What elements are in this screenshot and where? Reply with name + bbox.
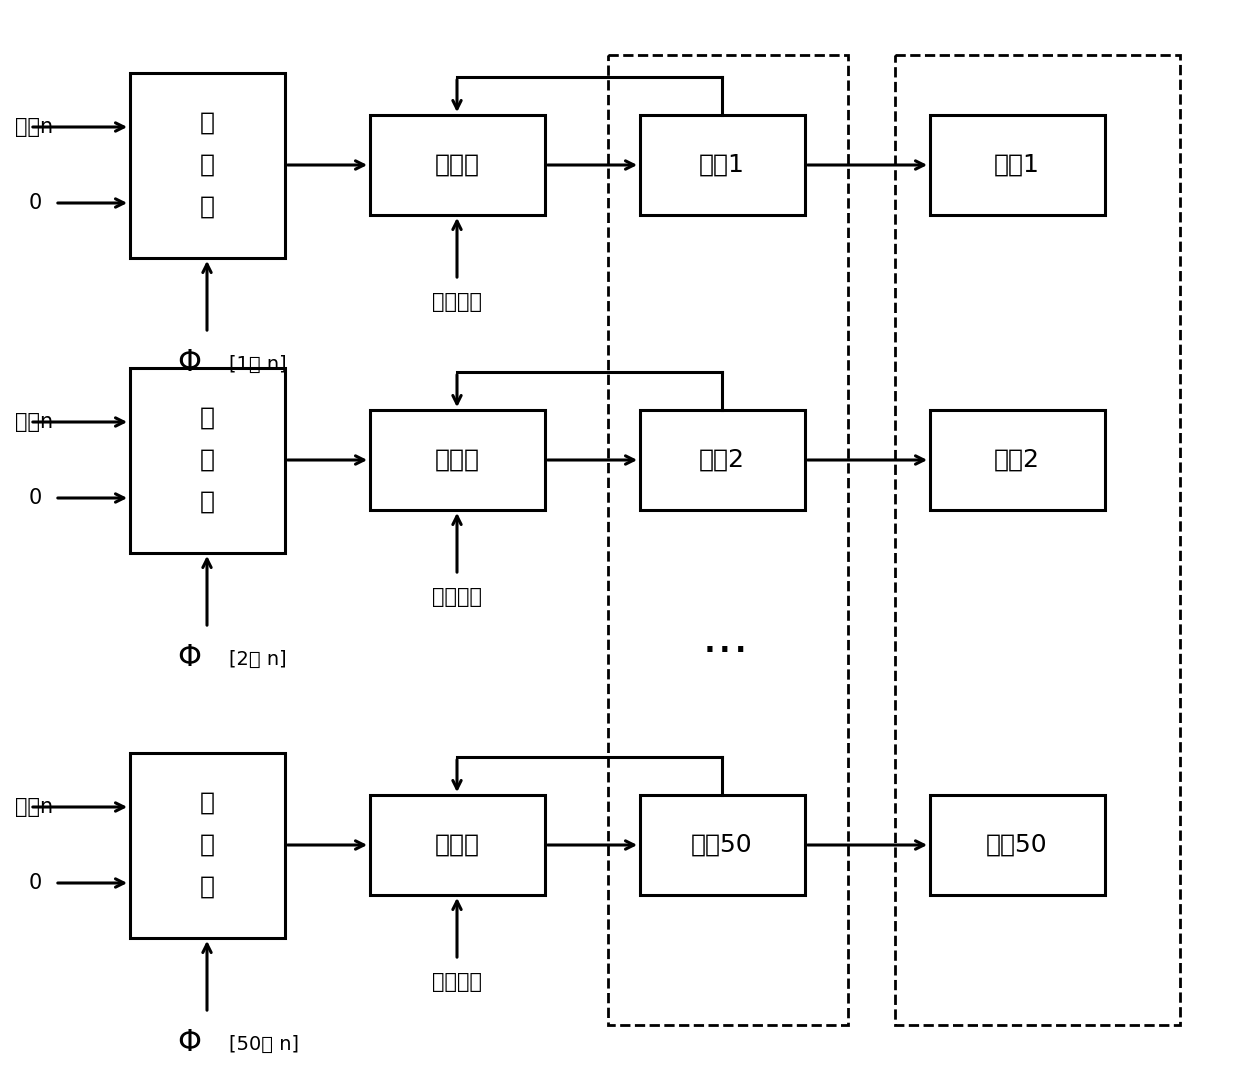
Text: 计算2: 计算2 (699, 448, 745, 472)
Bar (930, 795, 1105, 895)
Text: 分频时钟: 分频时钟 (432, 972, 482, 992)
Text: 加法器: 加法器 (434, 833, 480, 857)
Text: 器: 器 (200, 195, 215, 218)
Text: 选: 选 (200, 111, 215, 135)
Text: Φ: Φ (177, 348, 201, 377)
Text: 存傡2: 存傡2 (994, 448, 1040, 472)
Text: 择: 择 (200, 448, 215, 472)
Bar (130, 753, 285, 938)
Bar (930, 115, 1105, 215)
Text: 计算1: 计算1 (699, 153, 745, 177)
Text: Φ: Φ (177, 644, 201, 672)
Bar (930, 410, 1105, 510)
Text: 信号n: 信号n (15, 797, 53, 817)
Text: [50， n]: [50， n] (229, 1035, 299, 1054)
Text: 0: 0 (29, 193, 42, 213)
Bar (130, 73, 285, 258)
Text: 信号n: 信号n (15, 412, 53, 432)
Text: 选: 选 (200, 791, 215, 815)
Bar (895, 55, 1180, 1025)
Text: [1， n]: [1， n] (229, 355, 286, 374)
Bar (640, 115, 805, 215)
Text: Φ: Φ (177, 1028, 201, 1057)
Text: [2， n]: [2， n] (229, 650, 286, 669)
Bar (370, 115, 546, 215)
Bar (640, 795, 805, 895)
Text: 0: 0 (29, 873, 42, 894)
Text: 分频时钟: 分频时钟 (432, 292, 482, 312)
Bar (640, 410, 805, 510)
Bar (370, 795, 546, 895)
Text: 择: 择 (200, 153, 215, 177)
Text: 存傡1: 存傡1 (994, 153, 1040, 177)
Text: 0: 0 (29, 488, 42, 508)
Text: ···: ··· (701, 628, 749, 676)
Text: 器: 器 (200, 490, 215, 514)
Text: 计算50: 计算50 (691, 833, 753, 857)
Text: 分频时钟: 分频时钟 (432, 587, 482, 607)
Text: 信号n: 信号n (15, 117, 53, 137)
Text: 器: 器 (200, 875, 215, 899)
Text: 加法器: 加法器 (434, 153, 480, 177)
Text: 择: 择 (200, 833, 215, 857)
Text: 加法器: 加法器 (434, 448, 480, 472)
Bar (370, 410, 546, 510)
Text: 存傡50: 存傡50 (986, 833, 1048, 857)
Bar (608, 55, 848, 1025)
Bar (130, 368, 285, 553)
Text: 选: 选 (200, 407, 215, 430)
